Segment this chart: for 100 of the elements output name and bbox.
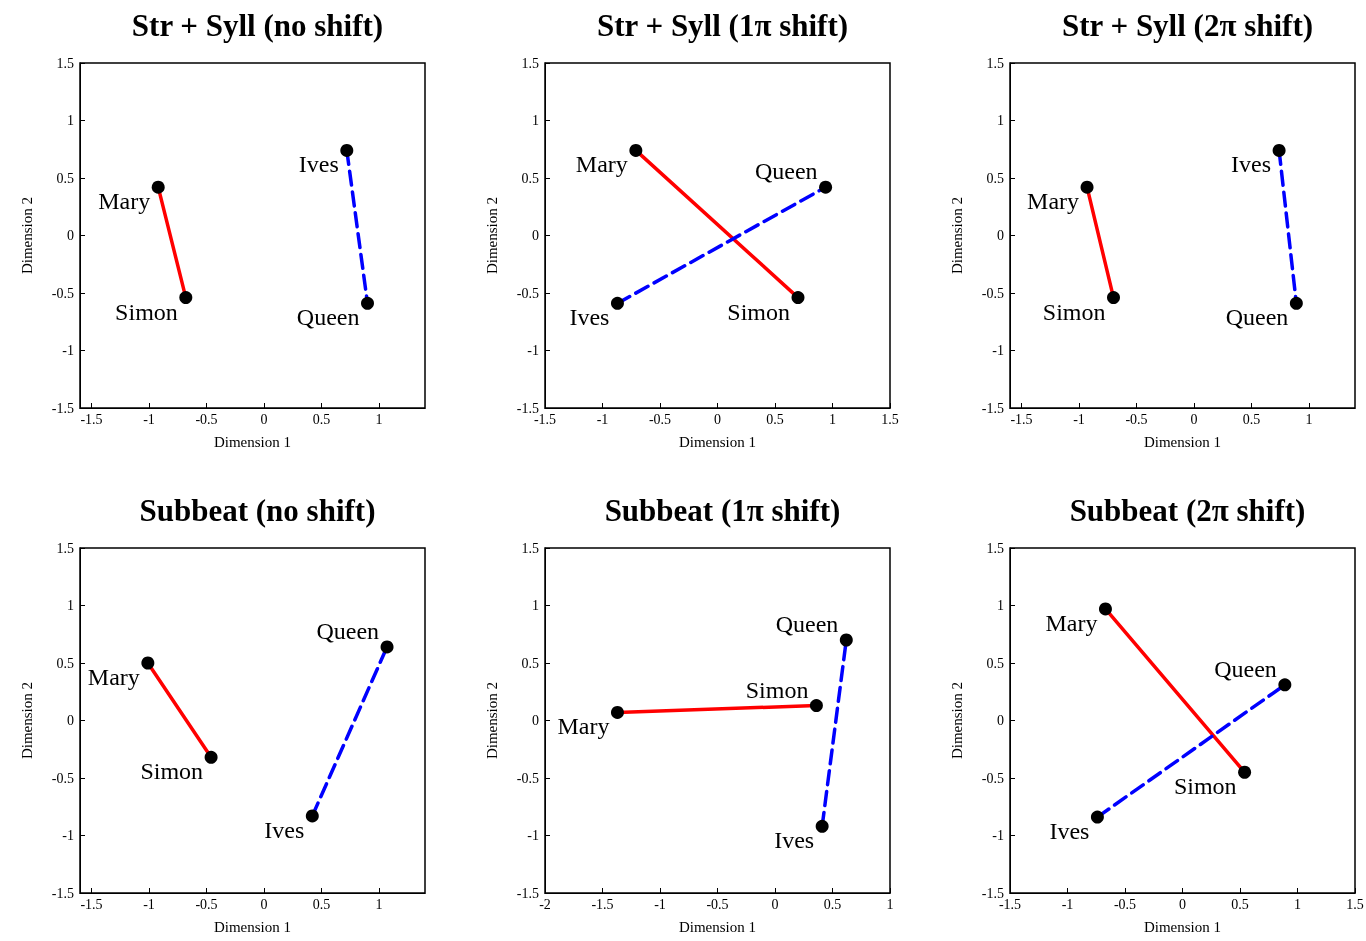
x-tick-label: 0.5 [312, 896, 331, 912]
y-tick-label: 1.5 [56, 540, 74, 556]
x-tick-label: 1 [1305, 411, 1313, 427]
y-tick-label: 1 [997, 113, 1004, 128]
x-axis-title: Dimension 1 [213, 433, 292, 450]
y-tick-label: -0.5 [51, 770, 74, 786]
x-tick-label: 0.5 [766, 411, 784, 427]
y-tick-label: 0.5 [986, 655, 1004, 671]
annotation: Ives [774, 827, 815, 854]
x-tick-label: -1 [654, 896, 666, 912]
y-tick-label: -1.5 [51, 400, 74, 416]
y-tick-label: 0 [67, 228, 74, 243]
annotation: Queen [316, 617, 380, 644]
x-axis-title: Dimension 1 [1143, 433, 1222, 450]
y-tick-label: 0 [532, 713, 539, 728]
annotation: Simon [745, 676, 809, 703]
annotation: Queen [1225, 304, 1289, 331]
y-tick-label: 1 [67, 113, 74, 128]
x-tick-label: -2 [539, 896, 551, 912]
y-tick-label: 0.5 [986, 170, 1004, 186]
y-axis-title: Dimension 2 [948, 196, 965, 275]
y-tick-label: 1 [532, 113, 539, 128]
annotation: Queen [754, 158, 818, 185]
y-axis-title: Dimension 2 [948, 681, 965, 760]
x-tick-label: 1.5 [881, 411, 899, 427]
annotation: Mary [1045, 609, 1098, 636]
y-tick-label: 0 [997, 713, 1004, 728]
annotation: Mary [98, 188, 151, 215]
x-axis-title: Dimension 1 [1143, 918, 1222, 935]
y-tick-label: 1 [67, 598, 74, 613]
y-tick-label: 0.5 [521, 655, 539, 671]
x-tick-label: 0.5 [1242, 411, 1261, 427]
x-tick-label: -0.5 [648, 411, 672, 427]
y-tick-label: -1.5 [981, 885, 1004, 901]
y-tick-label: 0 [532, 228, 539, 243]
y-tick-label: -1 [62, 828, 74, 843]
annotation: Simon [1173, 773, 1237, 800]
chart-title: Subbeat (2π shift) [1069, 493, 1306, 528]
y-tick-label: 1.5 [986, 55, 1004, 71]
y-tick-label: 1.5 [521, 540, 539, 556]
x-tick-label: -1 [143, 411, 155, 427]
annotation: Simon [1042, 298, 1106, 325]
x-tick-label: 1 [1294, 896, 1301, 912]
x-tick-label: -1 [1061, 896, 1074, 912]
x-tick-label: -1.5 [80, 896, 103, 912]
x-tick-label: -1 [1073, 411, 1085, 427]
y-tick-label: -1 [992, 343, 1004, 358]
y-tick-label: -0.5 [516, 285, 539, 301]
annotation: Queen [775, 611, 839, 637]
x-tick-label: -0.5 [1113, 896, 1137, 912]
y-tick-label: 1 [997, 598, 1004, 613]
annotation: Mary [87, 664, 140, 690]
x-tick-label: 1 [886, 896, 894, 912]
annotation: Ives [1049, 818, 1090, 845]
y-axis-title: Dimension 2 [483, 681, 500, 760]
y-tick-label: -1 [527, 343, 539, 358]
x-tick-label: 0 [1179, 896, 1186, 912]
annotation: Simon [140, 758, 204, 785]
x-tick-label: 0 [771, 896, 779, 912]
y-tick-label: 1 [532, 598, 539, 613]
y-tick-label: 0.5 [56, 655, 74, 671]
annotation: Simon [115, 298, 178, 325]
x-tick-label: 0.5 [1231, 896, 1249, 912]
y-tick-label: 0 [997, 228, 1004, 243]
y-tick-label: 0 [67, 713, 74, 728]
y-tick-label: -1.5 [981, 400, 1004, 416]
annotation: Mary [1027, 188, 1080, 215]
annotation: Queen [296, 304, 360, 331]
annotation: Ives [569, 304, 610, 331]
x-axis-title: Dimension 1 [678, 433, 757, 450]
x-tick-label: -0.5 [1125, 411, 1148, 427]
annotation: Simon [727, 298, 790, 325]
x-tick-label: -1.5 [1010, 411, 1033, 427]
x-tick-label: -1.5 [591, 896, 614, 912]
y-tick-label: 1.5 [56, 55, 74, 71]
annotation: Ives [298, 151, 339, 178]
y-tick-label: -0.5 [516, 770, 539, 786]
chart-title: Str + Syll (1π shift) [596, 8, 849, 43]
annotation: Mary [557, 713, 610, 740]
annotation: Ives [1231, 151, 1272, 178]
y-tick-label: 1.5 [521, 55, 539, 71]
y-tick-label: -1 [992, 828, 1004, 843]
x-axis-title: Dimension 1 [678, 918, 757, 935]
y-tick-label: -1.5 [516, 885, 539, 901]
chart-title: Subbeat (no shift) [139, 493, 376, 528]
y-axis-title: Dimension 2 [483, 196, 500, 275]
y-tick-label: 0.5 [56, 170, 74, 186]
x-tick-label: 0 [260, 896, 268, 912]
x-tick-label: 1 [829, 411, 836, 427]
y-tick-label: -0.5 [981, 285, 1004, 301]
annotation: Queen [1214, 655, 1277, 682]
x-tick-label: 1.5 [1346, 896, 1364, 912]
x-tick-label: 0 [260, 411, 268, 427]
chart-title: Subbeat (1π shift) [604, 493, 841, 528]
x-tick-label: -0.5 [195, 411, 218, 427]
x-tick-label: 0 [1190, 411, 1198, 427]
x-tick-label: -1 [596, 411, 609, 427]
y-axis-title: Dimension 2 [18, 196, 35, 275]
y-tick-label: -1.5 [51, 885, 74, 901]
x-axis-title: Dimension 1 [213, 918, 292, 935]
